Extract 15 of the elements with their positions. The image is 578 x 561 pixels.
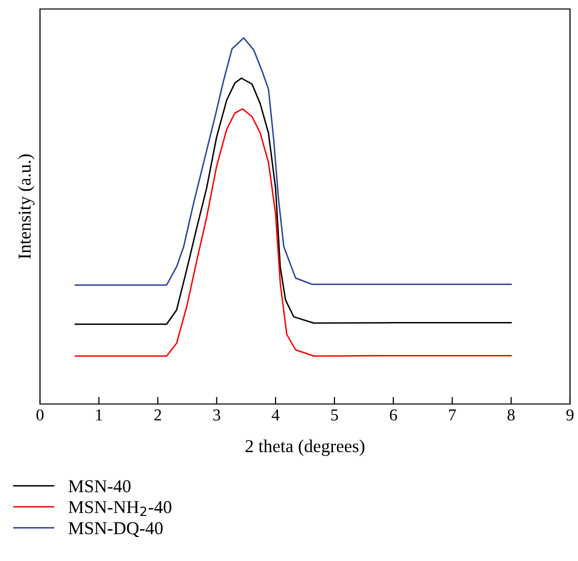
- x-tick-label: 2: [154, 409, 162, 420]
- x-tick-label: 9: [566, 409, 574, 421]
- x-axis-title: 2 theta (degrees): [246, 440, 364, 456]
- x-tick-label: 6: [390, 409, 398, 421]
- legend-label: MSN-DQ-40: [68, 522, 163, 538]
- x-tick-label: 3: [213, 409, 220, 421]
- x-tick-label: 8: [508, 409, 515, 421]
- x-tick-label: 4: [272, 409, 280, 420]
- y-axis-title: Intensity (a.u.): [18, 154, 34, 259]
- x-tick-label: 1: [96, 409, 102, 420]
- x-tick-label: 5: [331, 410, 338, 421]
- legend-label: MSN-40: [68, 480, 131, 492]
- x-tick-label: 0: [36, 409, 44, 421]
- legend-label: MSN-NH$_{2}$-40: [68, 501, 172, 516]
- x-tick-label: 7: [449, 410, 456, 420]
